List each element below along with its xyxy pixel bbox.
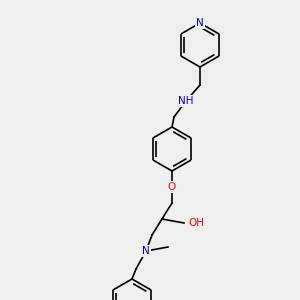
Text: N: N bbox=[196, 18, 204, 28]
Text: O: O bbox=[168, 182, 176, 192]
Text: N: N bbox=[142, 246, 150, 256]
Text: OH: OH bbox=[188, 218, 204, 228]
Text: NH: NH bbox=[178, 96, 194, 106]
